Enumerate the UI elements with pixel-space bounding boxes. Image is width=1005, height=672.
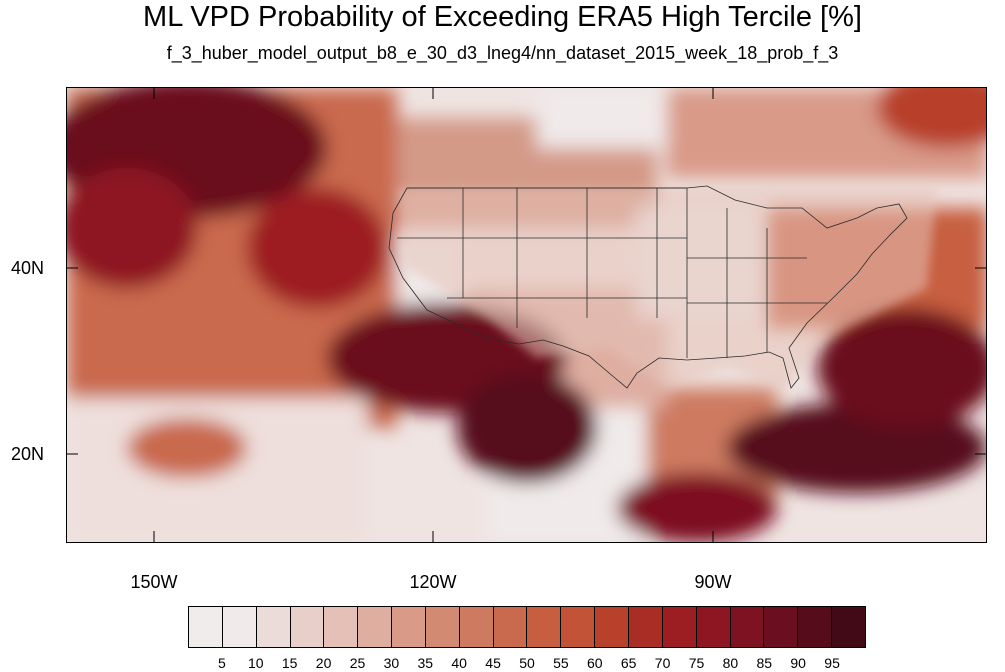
colorbar-tick-label: 5 [217,655,226,671]
colorbar-swatch [561,607,596,647]
colorbar-tick-label: 80 [722,655,739,671]
state-boundaries [388,185,908,389]
colorbar-tick-label: 75 [688,655,705,671]
colorbar-tick-label: 90 [790,655,806,671]
colorbar-swatch [290,607,325,647]
colorbar-swatch [493,607,528,647]
probability-map [66,87,987,543]
colorbar-swatch [764,607,799,647]
colorbar-tick-label: 10 [248,655,264,671]
map-subtitle: f_3_huber_model_output_b8_e_30_d3_lneg4/… [166,43,839,63]
colorbar-swatch [256,607,291,647]
colorbar-swatch [628,607,663,647]
colorbar-swatch [662,607,697,647]
colorbar-swatch [730,607,765,647]
colorbar-tick-label: 30 [383,655,400,671]
colorbar-tick-label: 45 [485,655,501,671]
colorbar-tick-label: 95 [824,655,840,671]
colorbar-tick-label: 85 [756,655,773,671]
colorbar-swatch [832,607,865,647]
colorbar-tick-label: 20 [315,655,332,671]
colorbar-swatch [189,607,223,647]
map-title: ML VPD Probability of Exceeding ERA5 Hig… [143,1,862,33]
lon-label-150w: 150W [130,572,178,592]
colorbar-labels: 5 10 15 20 25 30 35 40 45 50 55 60 65 70 75 80 85 90 95 [188,655,866,671]
colorbar-tick-label: 50 [519,655,535,671]
colorbar-tick-label: 25 [349,655,366,671]
colorbar-swatch [222,607,257,647]
colorbar-tick-label: 55 [553,655,569,671]
lat-label-40n: 40N [10,258,44,278]
colorbar-swatch [392,607,426,647]
colorbar-swatch [425,607,460,647]
colorbar-swatch [358,607,393,647]
lon-label-90w: 90W [694,572,732,592]
colorbar-tick-label: 60 [587,655,603,671]
colorbar-tick-label: 65 [620,655,637,671]
colorbar-swatch [798,607,833,647]
lat-label-20n: 20N [10,444,44,464]
colorbar-swatch [696,607,731,647]
colorbar [188,606,866,648]
colorbar-tick-label: 15 [281,655,298,671]
colorbar-swatch [595,607,629,647]
colorbar-swatch [527,607,562,647]
lon-label-120w: 120W [409,572,457,592]
colorbar-swatch [324,607,359,647]
colorbar-tick-label: 40 [451,655,467,671]
colorbar-swatch [459,607,494,647]
probability-field [67,88,986,542]
colorbar-tick-label: 35 [417,655,434,671]
colorbar-tick-label: 70 [654,655,671,671]
